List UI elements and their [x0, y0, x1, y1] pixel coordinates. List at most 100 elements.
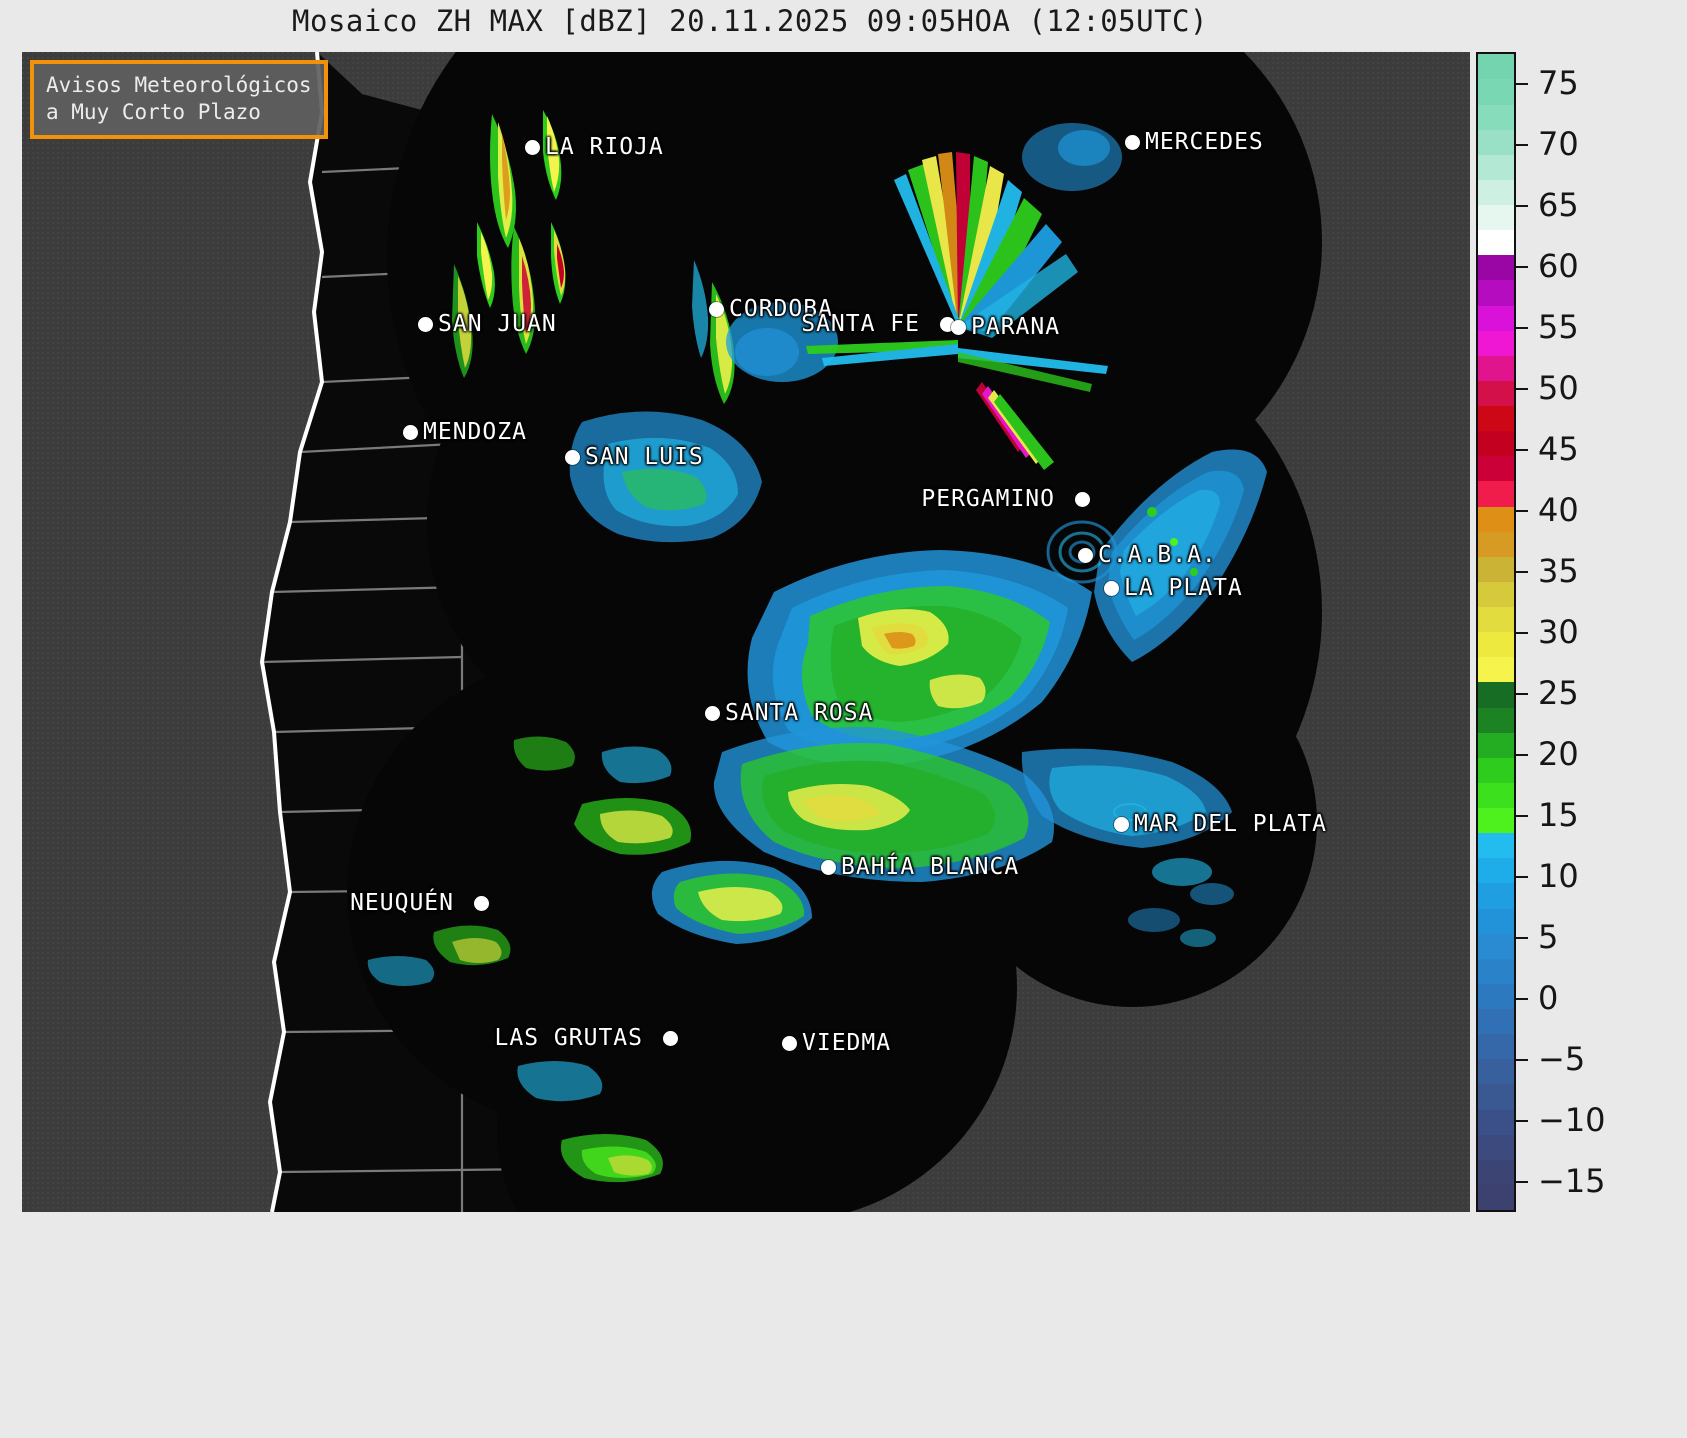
- colorbar-segment: [1478, 1084, 1514, 1110]
- colorbar-tick-label: 30: [1538, 613, 1579, 651]
- colorbar-segment: [1478, 632, 1514, 658]
- echo-cluster-mercedes: [1022, 123, 1122, 191]
- colorbar-segment: [1478, 179, 1514, 205]
- colorbar-segment: [1478, 682, 1514, 708]
- echo-cluster-cuyo: [452, 227, 535, 378]
- colorbar-tick-mark: [1516, 1181, 1528, 1184]
- echo-cluster-offshore: [1103, 798, 1234, 947]
- colorbar-segment: [1478, 54, 1514, 80]
- colorbar-segment: [1478, 757, 1514, 783]
- colorbar-tick-label: 55: [1538, 307, 1579, 346]
- colorbar-segment: [1478, 983, 1514, 1009]
- colorbar-tick-mark: [1516, 570, 1528, 573]
- echo-cluster-caba-fan: [1046, 449, 1267, 662]
- colorbar-segment: [1478, 1109, 1514, 1135]
- colorbar-tick-label: 70: [1538, 124, 1579, 163]
- colorbar-tick-label: 35: [1538, 551, 1579, 590]
- colorbar-tick-label: −10: [1538, 1101, 1606, 1140]
- colorbar-tick-mark: [1516, 754, 1528, 757]
- colorbar-tick-mark: [1516, 937, 1528, 940]
- colorbar-tick-label: 60: [1538, 246, 1579, 285]
- colorbar-segment: [1478, 808, 1514, 834]
- colorbar-tick-mark: [1516, 1059, 1528, 1062]
- colorbar-segment: [1478, 104, 1514, 130]
- colorbar-segment: [1478, 908, 1514, 934]
- colorbar-tick-label: 20: [1538, 735, 1579, 774]
- colorbar-tick-label: 75: [1538, 63, 1579, 102]
- warning-line-1: Avisos Meteorológicos: [46, 73, 312, 97]
- colorbar-segment: [1478, 1009, 1514, 1035]
- colorbar-tick-mark: [1516, 1120, 1528, 1123]
- colorbar-tick-label: 40: [1538, 490, 1579, 529]
- colorbar-segment: [1478, 406, 1514, 432]
- colorbar-tick-label: −5: [1538, 1040, 1586, 1079]
- colorbar-tick-label: 10: [1538, 857, 1579, 896]
- colorbar-tick-mark: [1516, 509, 1528, 512]
- colorbar-segment: [1478, 1059, 1514, 1085]
- colorbar-segment: [1478, 732, 1514, 758]
- colorbar-tick-mark: [1516, 204, 1528, 207]
- warning-box[interactable]: Avisos Meteorológicos a Muy Corto Plazo: [30, 60, 328, 139]
- colorbar-segment: [1478, 330, 1514, 356]
- colorbar-segment: [1478, 255, 1514, 281]
- echo-cluster-southwest: [367, 736, 812, 1183]
- colorbar-segment: [1478, 154, 1514, 180]
- colorbar-segment: [1478, 129, 1514, 155]
- colorbar-tick-mark: [1516, 815, 1528, 818]
- colorbar-segment: [1478, 1134, 1514, 1160]
- colorbar-segment: [1478, 883, 1514, 909]
- colorbar-tick-mark: [1516, 82, 1528, 85]
- echo-cluster-sanluis: [569, 411, 762, 543]
- colorbar-tick-label: 5: [1538, 918, 1559, 957]
- colorbar-tick-label: 25: [1538, 674, 1579, 713]
- colorbar-tick-mark: [1516, 632, 1528, 634]
- echo-cluster-main-front: [713, 550, 1232, 882]
- colorbar-tick-label: 65: [1538, 185, 1579, 224]
- colorbar-segment: [1478, 833, 1514, 859]
- colorbar-segment: [1478, 933, 1514, 959]
- colorbar-segment: [1478, 355, 1514, 381]
- colorbar-segment: [1478, 230, 1514, 256]
- colorbar[interactable]: 75 70 65 60 55 50 45 40 35 30 25 20 15 10 5 0 −5 −10 −15: [1476, 52, 1606, 1212]
- colorbar-segment: [1478, 958, 1514, 984]
- colorbar-gradient: [1476, 52, 1516, 1212]
- colorbar-tick-mark: [1516, 387, 1528, 390]
- colorbar-segment: [1478, 305, 1514, 331]
- colorbar-tick-mark: [1516, 998, 1528, 1001]
- colorbar-segment: [1478, 581, 1514, 607]
- colorbar-segment: [1478, 1184, 1514, 1210]
- colorbar-segment: [1478, 431, 1514, 457]
- colorbar-tick-mark: [1516, 876, 1528, 879]
- colorbar-segment: [1478, 1159, 1514, 1185]
- colorbar-tick-label: 15: [1538, 796, 1579, 835]
- colorbar-tick-label: 0: [1538, 979, 1559, 1018]
- colorbar-tick-label: 45: [1538, 429, 1579, 468]
- colorbar-tick-label: −15: [1538, 1162, 1606, 1201]
- colorbar-segment: [1478, 556, 1514, 582]
- colorbar-segment: [1478, 657, 1514, 683]
- colorbar-segment: [1478, 481, 1514, 507]
- colorbar-tick-label: 50: [1538, 368, 1579, 407]
- echo-cluster-northwest: [477, 110, 566, 308]
- colorbar-segment: [1478, 79, 1514, 105]
- warning-line-2: a Muy Corto Plazo: [46, 100, 261, 124]
- colorbar-segment: [1478, 280, 1514, 306]
- radar-echo-layer: [347, 52, 1322, 1212]
- radar-map[interactable]: Avisos Meteorológicos a Muy Corto Plazo …: [22, 52, 1470, 1212]
- colorbar-segment: [1478, 506, 1514, 532]
- colorbar-segment: [1478, 707, 1514, 733]
- colorbar-segment: [1478, 1034, 1514, 1060]
- colorbar-tick-mark: [1516, 693, 1528, 696]
- colorbar-segment: [1478, 531, 1514, 557]
- colorbar-tick-mark: [1516, 326, 1528, 329]
- colorbar-segment: [1478, 456, 1514, 482]
- colorbar-segment: [1478, 607, 1514, 633]
- colorbar-segment: [1478, 380, 1514, 406]
- colorbar-segment: [1478, 782, 1514, 808]
- colorbar-tick-mark: [1516, 265, 1528, 268]
- page-title: Mosaico ZH MAX [dBZ] 20.11.2025 09:05HOA…: [292, 4, 1208, 38]
- echo-cluster-santafe-spokes: [806, 152, 1108, 470]
- colorbar-segment: [1478, 205, 1514, 231]
- colorbar-tick-mark: [1516, 448, 1528, 451]
